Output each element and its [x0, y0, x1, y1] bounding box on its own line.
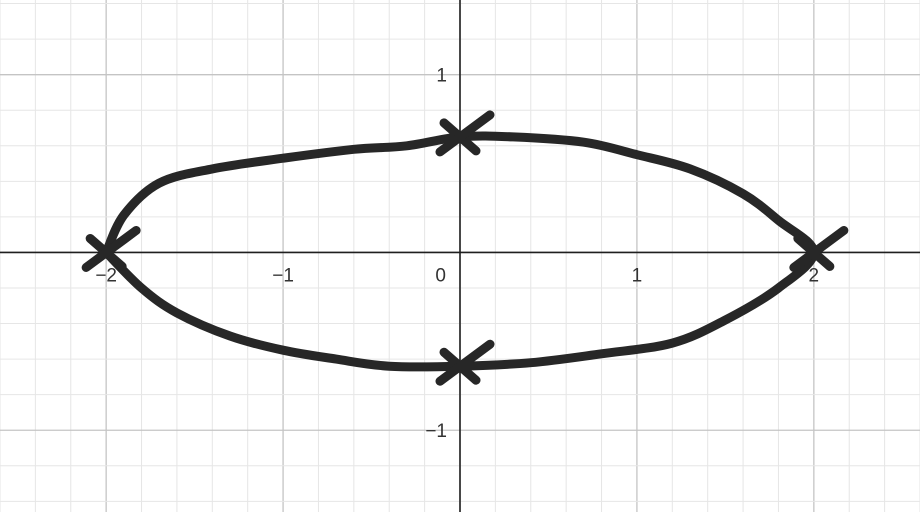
x-marker [81, 225, 141, 272]
x-marker [789, 225, 849, 272]
tick-labels: 0 −2 −1 1 2 1 −1 [95, 66, 819, 443]
origin-tick-label: 0 [435, 265, 446, 286]
x-tick-label: 1 [632, 265, 643, 286]
x-marker [435, 339, 495, 386]
x-marker-stroke [435, 110, 495, 157]
x-marker-stroke [789, 225, 849, 272]
y-tick-label: 1 [436, 66, 447, 87]
x-marker-stroke [81, 225, 141, 272]
x-tick-label: −2 [95, 265, 117, 286]
x-marker-stroke [435, 339, 495, 386]
y-tick-label: −1 [425, 421, 447, 442]
x-tick-label: 2 [809, 265, 820, 286]
x-markers [81, 110, 849, 386]
x-marker [435, 110, 495, 157]
x-tick-label: −1 [272, 265, 294, 286]
